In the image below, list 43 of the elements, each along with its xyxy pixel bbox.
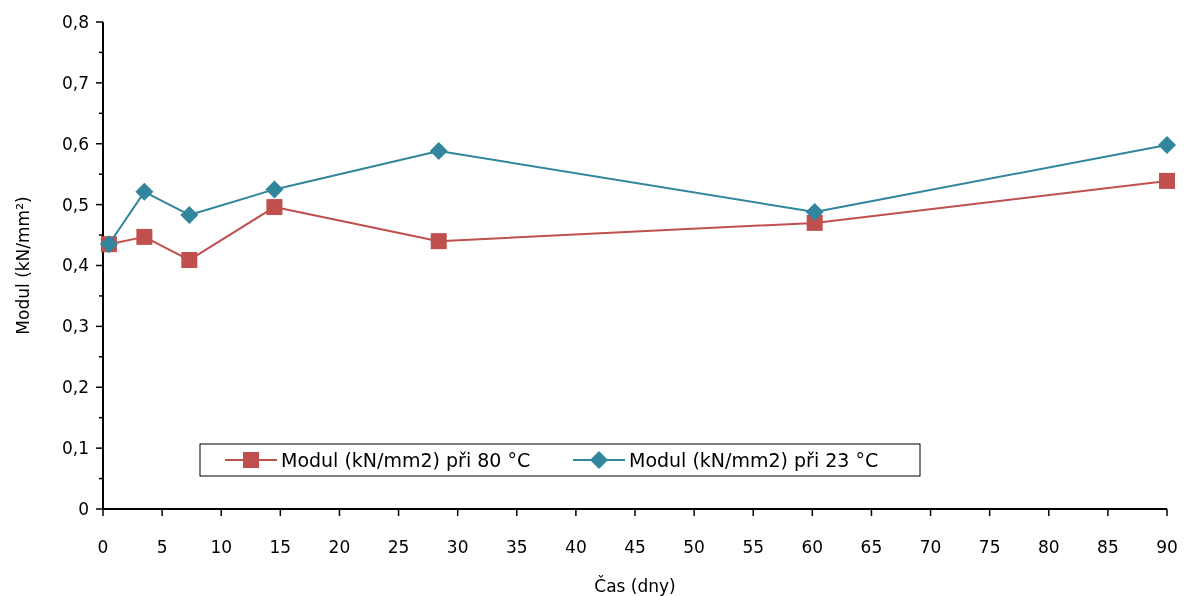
x-tick-label: 20 — [328, 537, 351, 557]
x-tick-label: 35 — [505, 537, 528, 557]
x-tick-label: 75 — [978, 537, 1001, 557]
x-tick-label: 55 — [742, 537, 765, 557]
x-tick-label: 25 — [387, 537, 410, 557]
x-tick-label: 0 — [97, 537, 109, 557]
point — [265, 180, 284, 199]
point — [266, 199, 283, 216]
x-tick-label: 45 — [624, 537, 646, 557]
x-tick-label: 80 — [1037, 537, 1060, 557]
y-tick-label: 0,1 — [61, 438, 89, 459]
x-tick-label: 60 — [801, 537, 824, 557]
x-tick-label: 40 — [565, 537, 587, 557]
y-tick-label: 0 — [78, 498, 89, 519]
point — [430, 233, 447, 250]
x-axis-title: Čas (dny) — [594, 575, 676, 596]
y-tick-label: 0,3 — [61, 316, 89, 337]
y-tick-label: 0,2 — [61, 377, 89, 398]
point — [1159, 172, 1175, 189]
x-tick-label: 90 — [1156, 537, 1178, 557]
point — [1158, 135, 1176, 154]
legend-label: Modul (kN/mm2) při 80 °C — [281, 448, 531, 471]
point — [136, 228, 153, 245]
point — [135, 182, 154, 201]
x-tick-label: 85 — [1097, 537, 1119, 557]
y-tick-label: 0,7 — [61, 72, 89, 93]
x-tick-label: 5 — [156, 537, 168, 557]
x-tick-label: 30 — [446, 537, 469, 557]
x-tick-label: 70 — [919, 537, 942, 557]
y-tick-label: 0,6 — [61, 133, 89, 154]
point — [805, 202, 824, 221]
y-tick-label: 0,8 — [61, 11, 89, 32]
x-tick-label: 15 — [269, 537, 292, 557]
point — [180, 205, 199, 224]
y-axis-title: Modul (kN/mm²) — [13, 196, 33, 335]
point — [429, 142, 448, 161]
legend-label: Modul (kN/mm2) při 23 °C — [629, 448, 879, 471]
x-tick-label: 50 — [683, 537, 705, 557]
y-tick-label: 0,5 — [61, 194, 89, 215]
x-tick-label: 65 — [860, 537, 883, 557]
x-tick-label: 10 — [210, 537, 233, 557]
point — [181, 252, 198, 269]
y-tick-label: 0,4 — [61, 255, 89, 276]
